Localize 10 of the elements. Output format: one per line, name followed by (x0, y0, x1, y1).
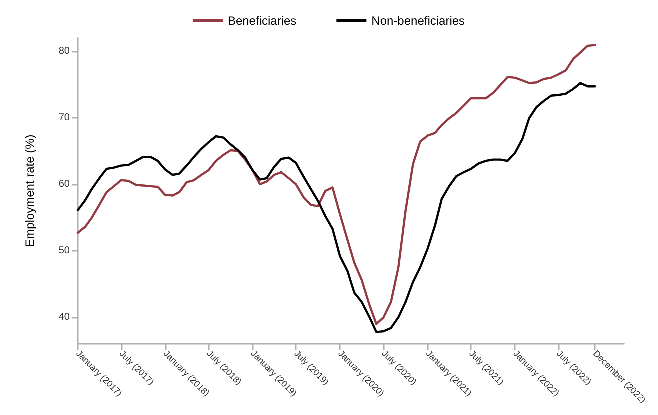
y-tick-label: 80 (58, 46, 70, 57)
y-tick-label: 40 (58, 312, 70, 324)
y-tick-label: 50 (58, 245, 70, 256)
y-tick-label: 70 (58, 112, 70, 124)
line-series (76, 44, 596, 326)
y-axis-title: Employment rate (%) (23, 134, 37, 248)
legend-label: Non-beneficiaries (372, 14, 466, 28)
line-series (76, 82, 596, 334)
y-tick-label: 60 (58, 178, 70, 190)
legend-label: Beneficiaries (228, 14, 297, 28)
